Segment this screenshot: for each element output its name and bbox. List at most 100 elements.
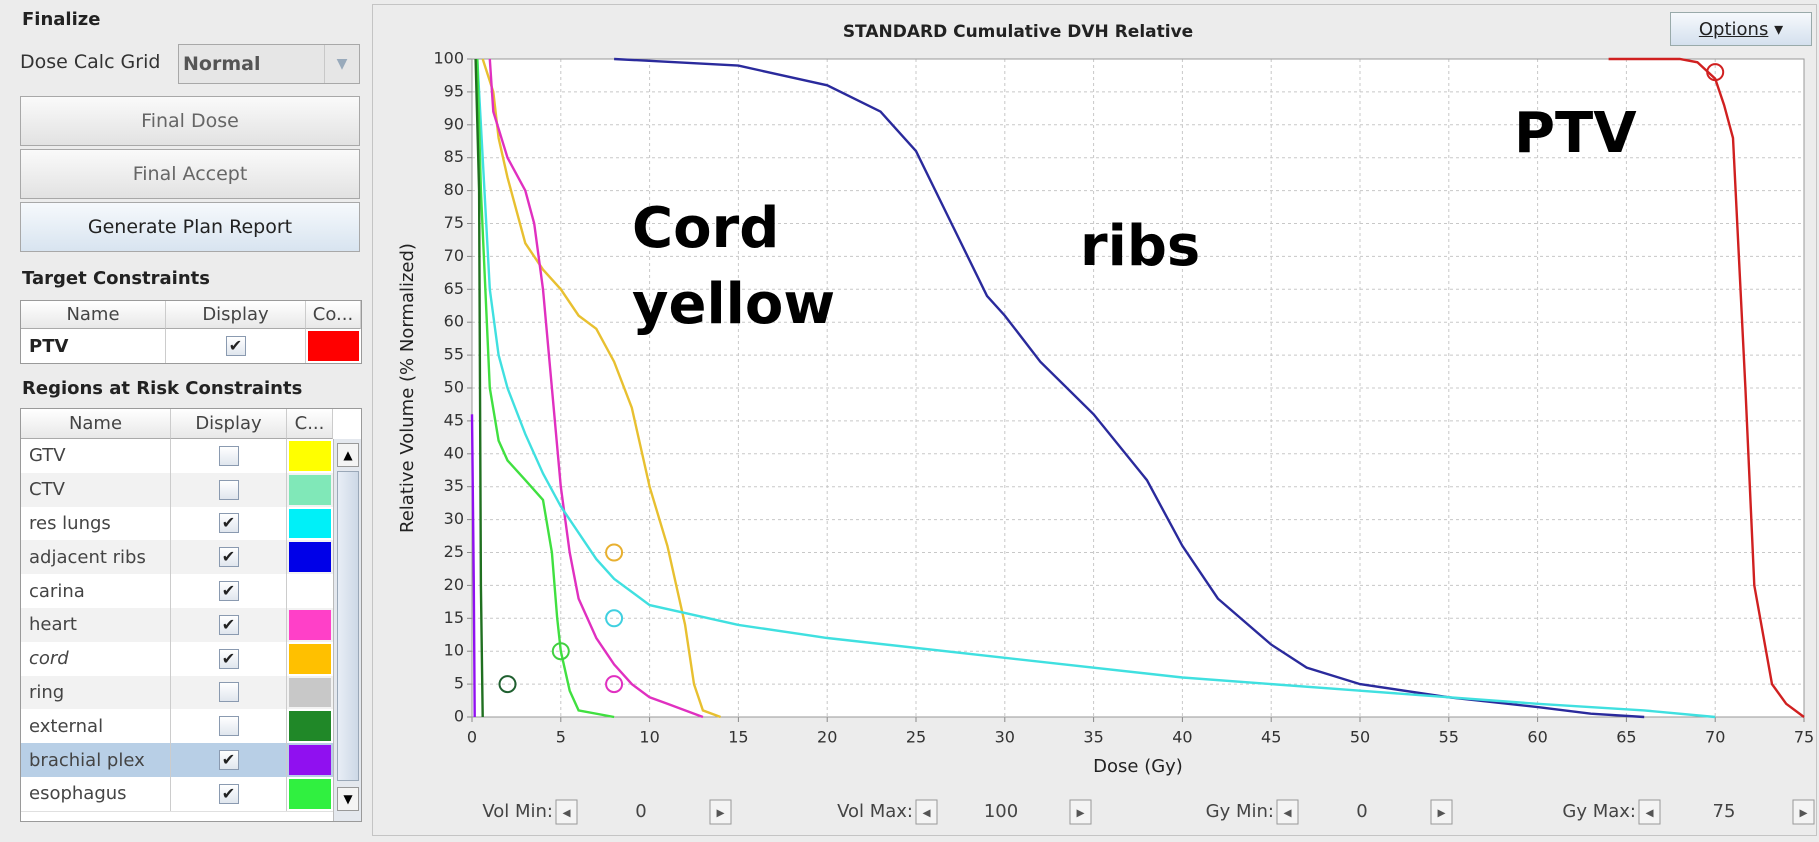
table-row[interactable]: res lungs ✔ <box>21 506 333 542</box>
x-tick-label: 70 <box>1705 728 1725 747</box>
color-swatch <box>289 576 331 606</box>
annotation: Cord <box>632 196 779 261</box>
display-cell: ✔ <box>171 540 287 575</box>
regions-table: ▲ ▼ Name Display C... GTV CTV res lungs ✔ adjac… <box>20 408 362 822</box>
row-name: GTV <box>21 439 171 473</box>
chart-panel <box>372 4 1817 836</box>
spinner-button[interactable] <box>709 799 732 825</box>
y-tick-label: 0 <box>454 707 464 726</box>
x-tick-label: 0 <box>467 728 477 747</box>
constraint-marker <box>605 543 624 562</box>
section-title: Target Constraints <box>22 268 210 289</box>
checkbox[interactable]: ✔ <box>218 750 239 771</box>
dvh-line <box>476 58 615 719</box>
button[interactable]: Final Dose <box>20 96 360 146</box>
options-button[interactable]: Options ▾ <box>1670 12 1812 46</box>
spinner-button[interactable] <box>1792 799 1815 825</box>
spinner-button[interactable] <box>555 799 578 825</box>
dvh-line <box>470 414 476 718</box>
x-tick-label: 65 <box>1616 728 1636 747</box>
spinner-button[interactable] <box>1638 799 1661 825</box>
display-cell: ✔ <box>171 641 287 676</box>
row-name: adjacent ribs <box>21 540 171 575</box>
x-tick-label: 5 <box>556 728 566 747</box>
table-row[interactable]: esophagus ✔ <box>21 777 333 812</box>
row-name: res lungs <box>21 506 171 541</box>
column-header: Display <box>166 301 306 329</box>
scrollbar[interactable]: ▲ ▼ <box>333 439 361 821</box>
spinner-arrow: ◂ <box>562 803 570 822</box>
table-row[interactable]: external <box>21 709 333 745</box>
control-value: 0 <box>635 801 646 822</box>
y-tick-label: 5 <box>454 674 464 693</box>
checkbox[interactable]: ✔ <box>218 614 239 635</box>
checkbox[interactable]: ✔ <box>218 648 239 669</box>
x-tick-label: 55 <box>1439 728 1459 747</box>
scroll-up[interactable]: ▲ <box>337 443 359 467</box>
y-tick-label: 10 <box>444 641 464 660</box>
control-label: Vol Max: <box>837 801 913 822</box>
table-row[interactable]: PTV ✔ <box>21 329 361 363</box>
row-name: brachial plex <box>21 743 171 777</box>
button[interactable]: Final Accept <box>20 149 360 199</box>
table-row[interactable]: ring <box>21 675 333 711</box>
checkbox[interactable]: ✔ <box>218 513 239 534</box>
table-row[interactable]: GTV <box>21 439 333 474</box>
spinner-arrow: ◂ <box>1645 803 1653 822</box>
y-tick-label: 45 <box>444 410 464 429</box>
table-row[interactable]: brachial plex ✔ <box>21 743 333 778</box>
checkbox[interactable]: ✔ <box>218 547 239 568</box>
color-swatch <box>289 474 331 505</box>
row-name: esophagus <box>21 777 171 811</box>
checkbox[interactable] <box>218 479 239 500</box>
checkbox[interactable] <box>218 445 239 466</box>
control-value: 0 <box>1356 801 1367 822</box>
annotation: yellow <box>632 272 835 337</box>
constraint-marker <box>551 642 570 661</box>
display-cell: ✔ <box>171 574 287 608</box>
column-header: Name <box>21 301 166 329</box>
display-cell <box>171 709 287 744</box>
x-tick-label: 20 <box>817 728 837 747</box>
display-cell <box>171 472 287 507</box>
y-tick-label: 65 <box>444 279 464 298</box>
scroll-thumb[interactable] <box>337 471 359 781</box>
checkbox[interactable]: ✔ <box>218 783 239 804</box>
table-row[interactable]: carina ✔ <box>21 574 333 609</box>
combobox[interactable]: Normal ▼ <box>178 44 360 84</box>
checkbox[interactable]: ✔ <box>218 581 239 602</box>
spinner-arrow: ▸ <box>1437 803 1445 822</box>
checkbox[interactable] <box>218 716 239 737</box>
column-header: C... <box>287 409 333 439</box>
y-tick-label: 20 <box>444 575 464 594</box>
scroll-down[interactable]: ▼ <box>337 787 359 811</box>
y-tick-label: 100 <box>433 49 464 68</box>
button[interactable]: Generate Plan Report <box>20 202 360 252</box>
color-swatch <box>289 508 331 539</box>
chart-title: STANDARD Cumulative DVH Relative <box>843 22 1193 42</box>
display-cell: ✔ <box>171 777 287 811</box>
color-swatch <box>308 331 359 361</box>
display-cell: ✔ <box>171 743 287 777</box>
target-table: Name Display Co... PTV ✔ <box>20 300 362 364</box>
display-cell <box>171 675 287 710</box>
control-value: 75 <box>1713 801 1736 822</box>
y-tick-label: 15 <box>444 608 464 627</box>
checkbox[interactable] <box>218 682 239 703</box>
y-tick-label: 85 <box>444 147 464 166</box>
spinner-button[interactable] <box>1276 799 1299 825</box>
spinner-arrow: ▸ <box>716 803 724 822</box>
dropdown-arrow[interactable]: ▼ <box>324 45 359 83</box>
spinner-button[interactable] <box>915 799 938 825</box>
spinner-arrow: ◂ <box>1283 803 1291 822</box>
display-cell: ✔ <box>166 329 306 363</box>
dvh-line <box>474 58 484 718</box>
spinner-arrow: ◂ <box>922 803 930 822</box>
spinner-button[interactable] <box>1069 799 1092 825</box>
table-row[interactable]: CTV <box>21 472 333 508</box>
color-swatch <box>289 677 331 708</box>
checkbox[interactable]: ✔ <box>225 336 246 356</box>
spinner-button[interactable] <box>1430 799 1453 825</box>
color-swatch <box>289 745 331 775</box>
